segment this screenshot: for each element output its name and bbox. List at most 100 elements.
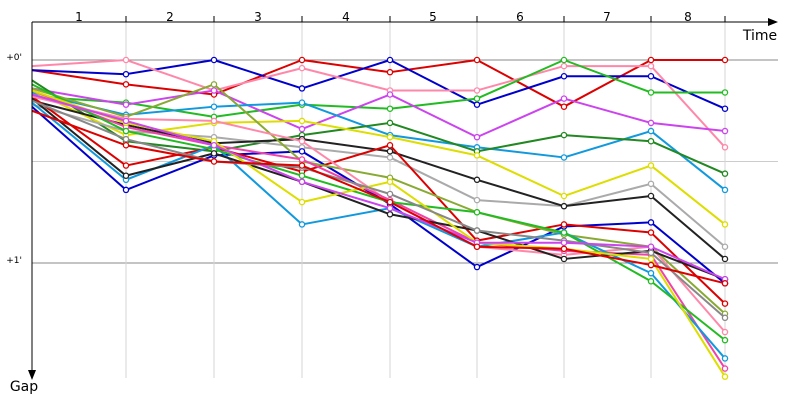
data-point [721, 255, 729, 263]
data-point [721, 56, 729, 64]
data-point [386, 198, 394, 206]
data-point [721, 221, 729, 228]
data-point [647, 249, 655, 257]
x-axis-title: Time [742, 28, 777, 44]
data-point [122, 101, 130, 108]
y-tick-layer: +0' +1' [6, 53, 22, 266]
data-point [122, 117, 130, 125]
x-tick-label: 8 [684, 10, 692, 24]
data-point [721, 365, 729, 372]
data-point [210, 81, 218, 88]
x-tick-label: 2 [166, 10, 174, 24]
data-point [122, 127, 130, 135]
data-point [473, 196, 481, 204]
data-point [647, 255, 655, 263]
series-layer [31, 56, 729, 380]
data-point [721, 186, 729, 194]
data-point [473, 227, 481, 234]
data-point [386, 204, 394, 212]
data-point [298, 137, 306, 145]
data-point [473, 95, 481, 102]
data-point [560, 95, 568, 102]
data-point [721, 328, 729, 336]
data-point [386, 154, 394, 161]
data-point [122, 135, 130, 143]
data-point [386, 190, 394, 198]
data-point [473, 263, 481, 271]
data-point [298, 198, 306, 206]
data-point [298, 56, 306, 64]
data-point [647, 243, 655, 251]
series-21 [31, 93, 729, 283]
data-point [298, 221, 306, 228]
data-point [298, 156, 306, 163]
data-point [210, 103, 218, 110]
data-point [473, 133, 481, 141]
data-point [298, 178, 306, 186]
data-point [721, 127, 729, 135]
series-8 [31, 89, 729, 228]
data-point [473, 56, 481, 64]
data-point [721, 373, 729, 380]
data-point [560, 202, 568, 210]
axis-layer: Time Gap [10, 18, 778, 395]
data-point [647, 278, 655, 285]
x-tick-label: 6 [516, 10, 524, 24]
x-tick-label: 3 [254, 10, 262, 24]
data-point [560, 56, 568, 64]
data-point [298, 117, 306, 125]
data-point [386, 211, 394, 218]
data-point [298, 162, 306, 169]
data-point [210, 117, 218, 125]
data-point [473, 243, 481, 251]
data-point [386, 119, 394, 127]
data-point [386, 91, 394, 98]
data-point [647, 119, 655, 127]
data-point [721, 280, 729, 287]
y-axis-title: Gap [10, 379, 38, 395]
data-point [647, 62, 655, 70]
series-line [31, 109, 726, 285]
data-point [122, 70, 130, 78]
data-point [298, 99, 306, 106]
data-point [721, 314, 729, 322]
data-point [473, 208, 481, 216]
data-point [473, 87, 481, 94]
data-point [560, 72, 568, 80]
data-point [386, 178, 394, 186]
series-line [31, 59, 726, 110]
data-point [473, 152, 481, 159]
y-tick-label: +1' [6, 256, 22, 266]
data-point [386, 133, 394, 141]
data-point [647, 89, 655, 96]
data-point [298, 85, 306, 92]
data-point [473, 101, 481, 108]
data-point [298, 64, 306, 72]
x-tick-label: 7 [603, 10, 611, 24]
data-point [647, 192, 655, 200]
data-point [647, 219, 655, 226]
data-point [210, 150, 218, 157]
data-point [560, 131, 568, 139]
x-tick-label: 1 [75, 10, 83, 24]
x-tick-label: 4 [342, 10, 350, 24]
data-point [122, 56, 130, 64]
data-point [560, 255, 568, 263]
series-5 [31, 87, 729, 141]
data-point [210, 142, 218, 149]
data-point [122, 186, 130, 194]
data-point [560, 62, 568, 70]
data-point [560, 103, 568, 110]
x-tick-label: 5 [429, 10, 437, 24]
data-point [560, 239, 568, 246]
data-point [647, 56, 655, 64]
data-point [210, 56, 218, 64]
data-point [721, 105, 729, 112]
data-point [647, 229, 655, 236]
data-point [298, 125, 306, 133]
data-point [386, 56, 394, 64]
data-point [386, 142, 394, 149]
data-point [721, 170, 729, 177]
data-point [560, 154, 568, 161]
